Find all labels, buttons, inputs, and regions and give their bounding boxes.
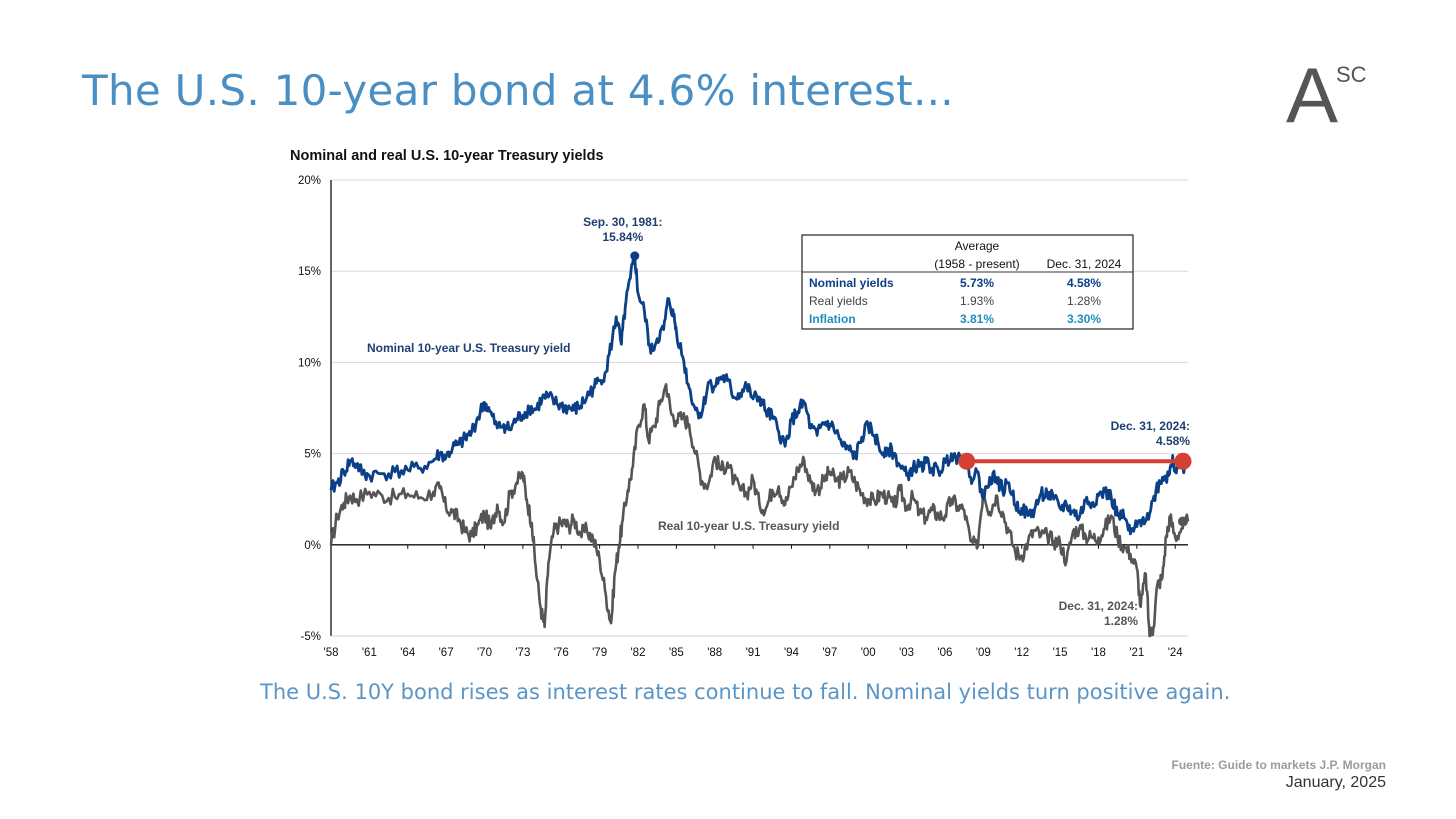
logo-superscript: SC <box>1336 62 1367 87</box>
x-tick-label: '15 <box>1053 647 1068 659</box>
table-row-average: 1.93% <box>960 294 994 308</box>
slide-caption: The U.S. 10Y bond rises as interest rate… <box>260 680 1231 704</box>
x-tick-label: '12 <box>1014 647 1029 659</box>
yield-chart: 20% 15% 10% 5% 0% -5%'58 '61 '64 '67 '70 '73 '76 '79… <box>298 175 1192 659</box>
peak-marker <box>630 251 640 261</box>
slide-title: The U.S. 10-year bond at 4.6% interest..… <box>82 66 954 115</box>
x-tick-label: '18 <box>1091 647 1106 659</box>
logo-letter: A <box>1286 56 1338 128</box>
table-row-label: Real yields <box>809 294 868 308</box>
real-series-label: Real 10-year U.S. Treasury yield <box>658 519 839 533</box>
x-tick-label: '67 <box>439 647 454 659</box>
highlight-start-dot <box>958 452 976 470</box>
y-tick-label: 10% <box>298 357 321 369</box>
real-end-marker <box>1178 516 1188 527</box>
y-tick-label: 20% <box>298 175 321 187</box>
chart-container: Nominal and real U.S. 10-year Treasury y… <box>270 140 1210 670</box>
x-tick-label: '03 <box>899 647 914 659</box>
x-tick-label: '06 <box>937 647 952 659</box>
y-tick-label: -5% <box>301 631 321 643</box>
x-tick-label: '70 <box>477 647 492 659</box>
peak-value: 15.84% <box>602 230 643 244</box>
y-tick-label: 15% <box>298 266 321 278</box>
x-tick-label: '85 <box>669 647 684 659</box>
table-header-date: Dec. 31, 2024 <box>1047 257 1122 271</box>
asc-logo: A SC <box>1286 56 1367 128</box>
x-tick-label: '64 <box>400 647 416 659</box>
x-tick-label: '76 <box>554 647 569 659</box>
table-row-current: 3.30% <box>1067 312 1101 326</box>
table-header-average: Average <box>955 239 1000 253</box>
x-tick-label: '24 <box>1168 647 1184 659</box>
x-tick-label: '73 <box>515 647 530 659</box>
x-tick-label: '61 <box>362 647 377 659</box>
x-tick-label: '09 <box>976 647 991 659</box>
x-tick-label: '97 <box>822 647 837 659</box>
nominal-end-value: 4.58% <box>1156 434 1190 448</box>
x-tick-label: '79 <box>592 647 607 659</box>
nominal-end-label: Dec. 31, 2024: <box>1111 419 1190 433</box>
slide-date: January, 2025 <box>1285 774 1386 791</box>
summary-table <box>801 234 1134 330</box>
real-yield-line <box>329 383 1190 638</box>
x-tick-label: '21 <box>1129 647 1144 659</box>
table-row-average: 3.81% <box>960 312 994 326</box>
x-tick-label: '91 <box>746 647 761 659</box>
table-row-current: 4.58% <box>1067 276 1101 290</box>
x-tick-label: '82 <box>630 647 645 659</box>
nominal-series-label: Nominal 10-year U.S. Treasury yield <box>367 341 570 355</box>
source-note: Fuente: Guide to markets J.P. Morgan <box>1171 758 1387 772</box>
table-row-average: 5.73% <box>960 276 994 290</box>
real-end-value: 1.28% <box>1104 614 1138 628</box>
table-row-label: Nominal yields <box>809 276 894 290</box>
x-tick-label: '94 <box>784 647 800 659</box>
real-end-label: Dec. 31, 2024: <box>1059 599 1138 613</box>
y-tick-label: 0% <box>304 540 321 552</box>
nominal-yield-line <box>329 254 1190 536</box>
x-tick-label: '00 <box>861 647 876 659</box>
highlight-end-dot <box>1174 452 1192 470</box>
table-header-period: (1958 - present) <box>934 257 1019 271</box>
table-row-label: Inflation <box>809 312 856 326</box>
y-tick-label: 5% <box>304 449 321 461</box>
peak-label: Sep. 30, 1981: <box>583 215 662 229</box>
x-tick-label: '88 <box>707 647 722 659</box>
x-tick-label: '58 <box>324 647 339 659</box>
table-row-current: 1.28% <box>1067 294 1101 308</box>
chart-title: Nominal and real U.S. 10-year Treasury y… <box>290 148 604 164</box>
